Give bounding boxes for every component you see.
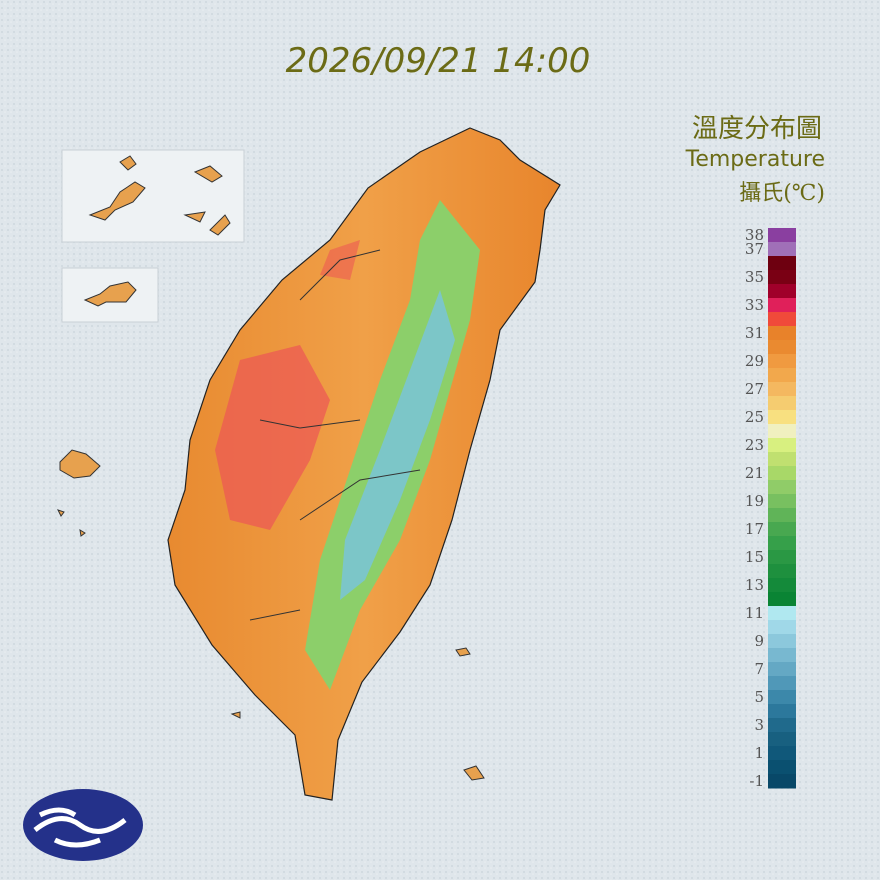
legend-band (768, 396, 796, 411)
legend-band (768, 466, 796, 481)
legend-tick-label: 31 (745, 324, 764, 342)
legend-band (768, 606, 796, 621)
legend-tick-label: 33 (745, 296, 764, 314)
legend-tick-label: 13 (745, 576, 764, 594)
legend-band (768, 452, 796, 467)
legend-band (768, 592, 796, 607)
legend-band (768, 438, 796, 453)
legend-band (768, 368, 796, 383)
legend-band (768, 298, 796, 313)
legend-tick-label: 11 (745, 604, 764, 622)
legend-band (768, 312, 796, 327)
legend-band (768, 760, 796, 775)
legend-tick-label: -1 (749, 772, 764, 790)
logo (23, 789, 143, 861)
legend-band (768, 522, 796, 537)
legend-band (768, 382, 796, 397)
legend-band (768, 704, 796, 719)
legend-band (768, 270, 796, 285)
legend-band (768, 494, 796, 509)
legend-band (768, 732, 796, 747)
legend-band (768, 550, 796, 565)
legend-tick-label: 29 (745, 352, 764, 370)
legend-tick-label: 21 (745, 464, 764, 482)
legend-tick-label: 7 (754, 660, 764, 678)
legend-unit: 攝氏(℃) (739, 181, 825, 206)
legend-tick-label: 35 (745, 268, 764, 286)
legend-band (768, 620, 796, 635)
legend-band (768, 424, 796, 439)
legend-tick-label: 27 (745, 380, 764, 398)
legend-tick-label: 3 (754, 716, 764, 734)
legend-band (768, 340, 796, 355)
legend-tick-label: 37 (745, 240, 764, 258)
legend-band (768, 480, 796, 495)
legend-band (768, 662, 796, 677)
legend-subtitle: Temperature (685, 147, 825, 172)
legend-band (768, 256, 796, 271)
legend-tick-label: 25 (745, 408, 764, 426)
legend-band (768, 284, 796, 299)
legend-band (768, 718, 796, 733)
insets (57, 149, 485, 781)
legend-tick-label: 1 (754, 744, 764, 762)
legend-tick-label: 15 (745, 548, 764, 566)
legend-band (768, 746, 796, 761)
legend-band (768, 354, 796, 369)
legend-tick-label: 38 (745, 226, 764, 244)
legend-band (768, 508, 796, 523)
legend-tick-label: 5 (754, 688, 764, 706)
legend-tick-label: 17 (745, 520, 764, 538)
legend-band (768, 326, 796, 341)
legend-tick-label: 19 (745, 492, 764, 510)
map-title: 2026/09/21 14:00 (286, 41, 591, 81)
legend-band (768, 242, 796, 257)
legend-title: 溫度分布圖 (692, 114, 822, 144)
legend-band (768, 648, 796, 663)
taiwan-map (167, 127, 561, 801)
legend-band (768, 228, 796, 243)
legend-band (768, 564, 796, 579)
legend-band (768, 774, 796, 789)
legend-band (768, 536, 796, 551)
legend-band (768, 676, 796, 691)
legend-band (768, 690, 796, 705)
legend-band (768, 634, 796, 649)
legend-tick-label: 23 (745, 436, 764, 454)
legend-band (768, 410, 796, 425)
legend-band (768, 578, 796, 593)
legend-tick-label: 9 (754, 632, 764, 650)
